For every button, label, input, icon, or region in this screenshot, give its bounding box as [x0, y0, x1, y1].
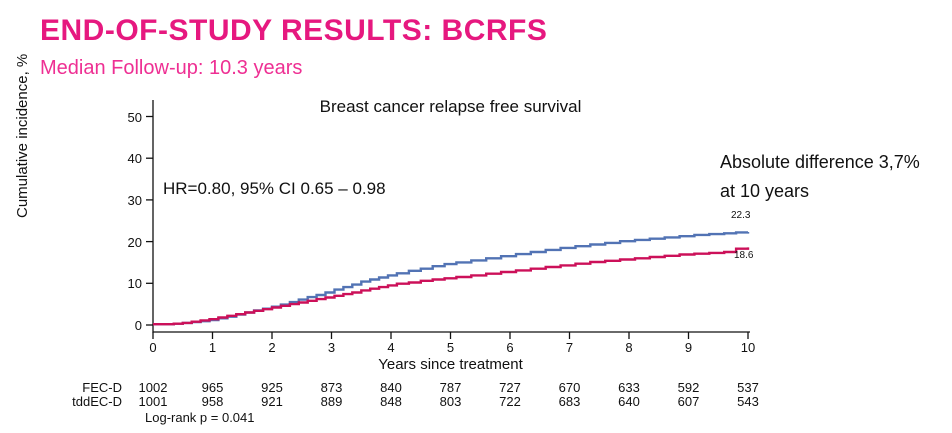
- risk-row-label-fecd: FEC-D: [82, 380, 122, 395]
- risk-count: 873: [320, 380, 343, 395]
- risk-row-label-tddecd: tddEC-D: [72, 394, 122, 409]
- risk-count: 683: [558, 394, 581, 409]
- risk-count: 889: [320, 394, 343, 409]
- absolute-difference-annotation: Absolute difference 3,7% at 10 years: [720, 148, 920, 206]
- risk-count: 607: [677, 394, 700, 409]
- risk-count: 1001: [138, 394, 168, 409]
- x-tick-label: 7: [565, 340, 574, 355]
- x-tick-label: 1: [208, 340, 217, 355]
- risk-count: 1002: [138, 380, 168, 395]
- risk-count: 633: [618, 380, 640, 395]
- risk-count: 840: [380, 380, 402, 395]
- risk-count: 787: [439, 380, 462, 395]
- page-subtitle: Median Follow-up: 10.3 years: [40, 57, 303, 79]
- y-tick-label: 10: [127, 276, 142, 292]
- x-axis-title: Years since treatment: [378, 356, 523, 373]
- risk-count: 925: [261, 380, 283, 395]
- risk-count: 958: [201, 394, 224, 409]
- logrank-annotation: Log-rank p = 0.041: [145, 410, 255, 425]
- risk-count: 965: [201, 380, 224, 395]
- x-tick-label: 0: [149, 340, 157, 355]
- y-axis-title: Cumulative incidence, %: [14, 53, 31, 218]
- x-tick-label: 6: [506, 340, 514, 355]
- y-tick-label: 50: [127, 109, 142, 125]
- risk-count: 670: [558, 380, 581, 395]
- curve-end-value-tddecd: 18.6: [734, 250, 754, 261]
- risk-count: 537: [737, 380, 759, 395]
- absolute-difference-line2: at 10 years: [720, 181, 810, 201]
- curve-end-value-fecd: 22.3: [731, 210, 751, 221]
- chart-title: Breast cancer relapse free survival: [319, 97, 582, 116]
- risk-count: 722: [499, 394, 521, 409]
- x-tick-label: 9: [684, 340, 693, 355]
- y-tick-label: 40: [127, 151, 142, 167]
- risk-count: 640: [618, 394, 640, 409]
- page-title: END-OF-STUDY RESULTS: BCRFS: [40, 14, 548, 47]
- risk-count: 921: [261, 394, 283, 409]
- risk-count: 592: [677, 380, 700, 395]
- risk-count: 727: [499, 380, 521, 395]
- axes-lines: [152, 100, 750, 333]
- x-tick-label: 3: [327, 340, 336, 355]
- y-tick-label: 30: [127, 192, 142, 208]
- absolute-difference-line1: Absolute difference 3,7%: [720, 152, 920, 172]
- x-tick-label: 5: [446, 340, 455, 355]
- risk-count: 803: [439, 394, 462, 409]
- y-tick-label: 20: [127, 234, 142, 250]
- x-tick-label: 8: [625, 340, 633, 355]
- hazard-ratio-annotation: HR=0.80, 95% CI 0.65 – 0.98: [163, 179, 386, 198]
- x-tick-label: 10: [740, 340, 756, 355]
- x-tick-label: 4: [387, 340, 395, 355]
- risk-count: 848: [380, 394, 402, 409]
- x-tick-label: 2: [268, 340, 276, 355]
- y-tick-label: 0: [134, 318, 142, 333]
- risk-count: 543: [737, 394, 759, 409]
- curve-tddec-d: [153, 247, 750, 326]
